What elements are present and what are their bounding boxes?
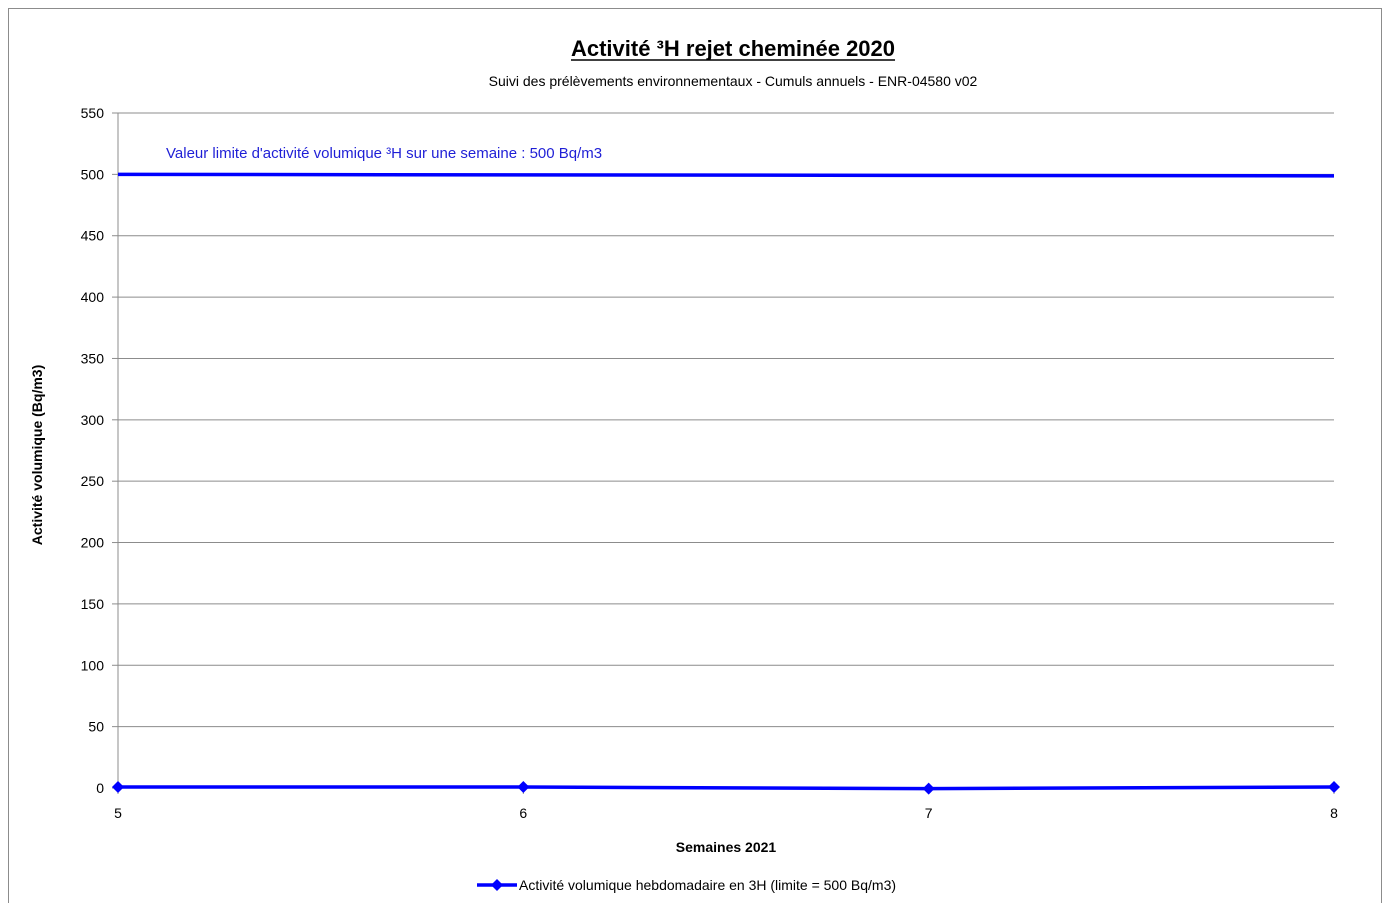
y-tick-label: 0	[96, 780, 104, 796]
chart-title: Activité ³H rejet cheminée 2020	[571, 36, 895, 61]
gridlines	[112, 112, 1335, 794]
y-tick-label: 500	[81, 166, 105, 182]
series-group	[112, 781, 1340, 795]
limit-line-group	[117, 172, 1335, 178]
x-tick-label: 5	[114, 805, 122, 821]
data-point-marker	[517, 781, 530, 794]
y-tick-labels: 0 50 100 150 200 250 300 350 400 450 500 550	[81, 105, 105, 796]
x-tick-label: 8	[1330, 805, 1338, 821]
y-tick-label: 250	[81, 473, 105, 489]
data-point-marker	[112, 781, 124, 794]
x-tick-labels: 5 6 7 8	[114, 805, 1338, 821]
y-tick-label: 50	[88, 719, 104, 735]
limit-line	[117, 172, 1335, 178]
data-point-marker	[922, 782, 935, 795]
legend-entry-label: Activité volumique hebdomadaire en 3H (l…	[519, 877, 896, 893]
series-line	[118, 785, 1335, 791]
y-tick-label: 350	[81, 350, 105, 366]
y-tick-label: 200	[81, 535, 105, 551]
x-tick-label: 7	[925, 805, 933, 821]
y-tick-label: 150	[81, 596, 105, 612]
y-tick-label: 300	[81, 412, 105, 428]
legend-marker-swatch	[491, 879, 503, 891]
y-tick-label: 550	[81, 105, 105, 121]
chart-frame	[8, 8, 1382, 903]
legend: Activité volumique hebdomadaire en 3H (l…	[477, 877, 896, 893]
data-point-marker	[1328, 781, 1340, 794]
chart-subtitle: Suivi des prélèvements environnementaux …	[489, 73, 978, 89]
y-axis-title: Activité volumique (Bq/m3)	[29, 365, 45, 545]
y-tick-label: 100	[81, 657, 105, 673]
x-axis-title: Semaines 2021	[676, 839, 777, 855]
x-tick-label: 6	[519, 805, 527, 821]
y-tick-label: 400	[81, 289, 105, 305]
limit-line-label: Valeur limite d'activité volumique ³H su…	[166, 145, 602, 162]
y-tick-label: 450	[81, 228, 105, 244]
